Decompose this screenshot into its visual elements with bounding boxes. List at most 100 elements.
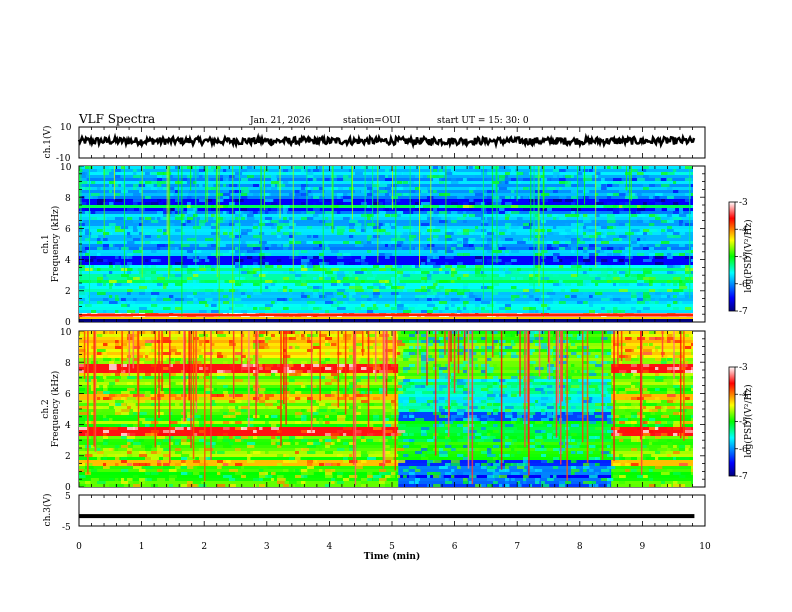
spectrogram-band [398,457,612,460]
spectrogram-cell [121,394,129,397]
spectrogram-cell [139,439,145,442]
spectrogram-cell [115,295,119,298]
spectrogram-cell [187,202,191,205]
spectrogram-cell [259,262,267,265]
spectrogram-cell [175,229,181,232]
spectrogram-cell [271,427,279,430]
spectrogram-cell [571,223,580,226]
spectrogram-cell [385,418,389,421]
spectrogram-cell [349,343,356,346]
spectrogram-cell [403,355,411,358]
spectrogram-cell [169,421,178,424]
spectrogram-cell [313,268,321,271]
spectrogram-cell [103,439,109,442]
spectrogram-cell [259,397,268,400]
spectrogram-cell [211,244,218,247]
spectrogram-cell [607,478,614,481]
spectrogram-cell [685,346,692,349]
spectrogram-cell [319,367,327,370]
spectrogram-cell [445,364,450,367]
spectrogram-cell [457,244,464,247]
spectrogram-cell [367,478,373,481]
ch3-waveform-frame [78,494,706,527]
spectrogram-cell [445,238,453,241]
spectrogram-cell [391,433,397,436]
spectrogram-cell [307,442,315,445]
spectrogram-cell [427,277,432,280]
spectrogram-cell [145,346,152,349]
spectrogram-cell [457,415,464,418]
spectrogram-cell [457,412,464,415]
spectrogram-cell [265,199,274,202]
spectrogram-cell [307,301,316,304]
spectrogram-cell [91,265,95,268]
spectrogram-cell [481,220,488,223]
spectrogram-cell [109,262,113,265]
spectrogram-band [79,433,399,436]
spectrogram-cell [613,457,622,460]
spectrogram-cell [253,184,261,187]
spectrogram-cell [361,259,365,262]
spectrogram-cell [391,238,398,241]
spectrogram-cell [241,331,245,334]
spectrogram-band [611,481,693,484]
spectrogram-cell [301,187,306,190]
spectrogram-cell [97,457,101,460]
spectrogram-cell [259,241,267,244]
spectrogram-cell [127,439,134,442]
low-frequency-line [79,319,693,322]
spectrogram-cell [649,442,653,445]
spectrogram-cell [139,361,145,364]
spectrogram-cell [673,445,677,448]
spectrogram-cell [493,274,500,277]
spectrogram-cell [211,304,217,307]
spectrogram-cell [277,235,282,238]
spectrogram-cell [277,265,282,268]
spectrogram-cell [547,478,554,481]
spectrogram-cell [241,229,249,232]
spectrogram-cell [637,253,645,256]
spectrogram-cell [163,274,172,277]
spectrogram-cell [583,331,589,334]
spectrogram-band [611,349,693,352]
spectrogram-cell [439,457,444,460]
spectrogram-cell [655,451,661,454]
spectrogram-cell [313,346,320,349]
spectrogram-cell [343,205,350,208]
spectrogram-cell [235,229,239,232]
ch2-freq-tick-4: 4 [65,421,71,431]
spectrogram-cell [445,172,453,175]
spectrogram-cell [487,403,493,406]
spectrogram-cell [217,466,222,469]
spectrogram-cell [175,283,183,286]
spectrogram-cell [277,232,285,235]
spectrogram-cell [643,298,651,301]
spectrogram-cell [205,265,214,268]
spectrogram-cell [565,445,573,448]
spectrogram-cell [517,181,521,184]
spectrogram-cell [331,463,338,466]
spectrogram-cell [289,229,294,232]
spectrogram-cell [187,217,195,220]
spectrogram-cell [601,232,605,235]
spectrogram-cell [193,433,198,436]
spectrogram-cell [679,253,686,256]
spectrogram-cell [265,310,273,313]
spectrogram-cell [181,469,190,472]
spectrogram-cell [655,388,660,391]
spectrogram-cell [283,166,287,169]
spectrogram-cell [559,286,568,289]
spectrogram-cell [643,259,652,262]
spectrogram-cell [139,412,147,415]
spectrogram-cell [253,283,260,286]
spectrogram-cell [469,175,475,178]
spectrogram-cell [385,436,393,439]
spectrogram-cell [181,184,185,187]
spectrogram-cell [607,406,614,409]
spectrogram-band [79,310,693,313]
spectrogram-cell [271,193,280,196]
spectrogram-cell [607,361,616,364]
spectrogram-cell [103,238,108,241]
spectrogram-cell [397,379,404,382]
spectrogram-cell [439,205,446,208]
